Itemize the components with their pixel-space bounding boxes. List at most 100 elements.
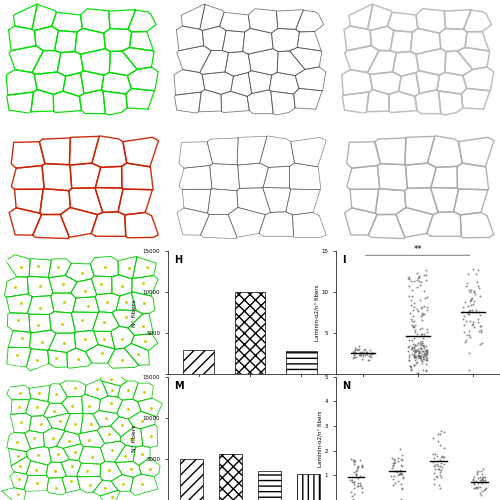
Point — [358, 348, 366, 356]
Point — [365, 352, 373, 360]
Point — [460, 304, 468, 312]
Point — [470, 484, 478, 492]
Point — [350, 468, 358, 476]
Point — [436, 484, 444, 492]
Point — [415, 277, 423, 285]
Point — [466, 333, 474, 341]
Point — [418, 359, 426, 367]
Point — [412, 346, 420, 354]
Point — [415, 348, 423, 356]
Point — [459, 316, 467, 324]
Point — [358, 352, 366, 360]
Point — [474, 474, 482, 482]
Point — [430, 460, 438, 468]
Point — [422, 276, 430, 284]
Point — [366, 352, 374, 360]
Point — [459, 308, 467, 316]
Point — [406, 362, 413, 370]
Point — [408, 322, 416, 330]
Point — [472, 484, 480, 492]
Point — [368, 348, 376, 356]
Point — [390, 456, 398, 464]
Point — [416, 352, 424, 360]
Point — [465, 308, 473, 316]
Point — [482, 478, 490, 486]
Point — [436, 470, 444, 478]
Point — [362, 348, 370, 356]
Point — [422, 292, 430, 300]
Point — [414, 348, 422, 356]
Point — [418, 330, 426, 338]
Point — [408, 301, 416, 309]
Point — [476, 490, 484, 498]
Point — [460, 312, 468, 320]
Point — [396, 470, 404, 478]
Point — [354, 479, 362, 487]
Point — [350, 458, 358, 466]
Point — [365, 356, 373, 364]
Point — [439, 452, 447, 460]
Point — [476, 311, 484, 319]
Point — [464, 330, 472, 338]
Point — [405, 353, 413, 361]
Text: G: G — [5, 255, 13, 265]
Point — [416, 326, 424, 334]
Bar — [218, 454, 242, 500]
Point — [358, 350, 366, 358]
Point — [398, 451, 406, 459]
Point — [398, 455, 406, 463]
Point — [349, 456, 357, 464]
Point — [423, 304, 431, 312]
Point — [478, 475, 486, 483]
Point — [408, 292, 416, 300]
Point — [472, 484, 480, 492]
Point — [463, 331, 471, 339]
Point — [418, 339, 426, 347]
Point — [470, 480, 478, 488]
Point — [416, 296, 424, 304]
Point — [410, 347, 418, 355]
Point — [405, 350, 413, 358]
Point — [396, 495, 404, 500]
Bar — [258, 472, 281, 500]
Point — [478, 479, 486, 487]
Text: Laminin-α2: Laminin-α2 — [6, 112, 46, 118]
Point — [436, 459, 444, 467]
Point — [406, 365, 414, 373]
Point — [440, 444, 448, 452]
Text: M: M — [174, 380, 184, 390]
Point — [417, 356, 425, 364]
Point — [461, 338, 469, 346]
Y-axis label: Laminin-α2/n° fibers: Laminin-α2/n° fibers — [318, 410, 323, 467]
Point — [478, 490, 486, 498]
Point — [418, 278, 426, 286]
Point — [406, 362, 413, 370]
Point — [350, 354, 358, 362]
Point — [405, 292, 413, 300]
Text: Threshold: Threshold — [342, 238, 377, 244]
Point — [422, 346, 430, 354]
Point — [418, 308, 426, 316]
Point — [413, 276, 421, 284]
Point — [409, 340, 417, 348]
Point — [408, 343, 416, 351]
Point — [354, 463, 362, 471]
Point — [418, 316, 426, 324]
Point — [398, 456, 406, 464]
Point — [421, 350, 429, 358]
Point — [412, 341, 420, 349]
Point — [482, 484, 490, 492]
Point — [468, 286, 475, 294]
Point — [408, 286, 416, 294]
Point — [358, 348, 366, 356]
Point — [393, 468, 401, 476]
Point — [356, 472, 364, 480]
Point — [468, 296, 475, 304]
Point — [356, 351, 364, 359]
Point — [474, 479, 482, 487]
Point — [478, 476, 486, 484]
Point — [411, 352, 419, 360]
Point — [366, 350, 374, 358]
Point — [479, 473, 487, 481]
Point — [423, 306, 431, 314]
